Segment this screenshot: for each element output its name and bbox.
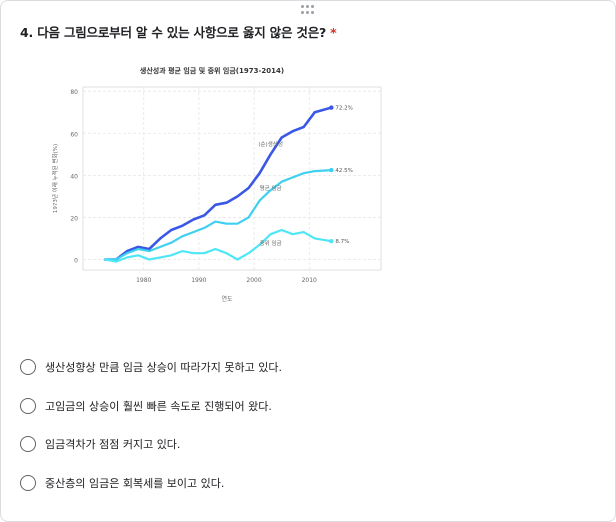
radio-button-2[interactable] [20,398,36,414]
required-asterisk: * [330,25,337,40]
x-tick-label: 1990 [191,277,206,284]
series-line-1 [103,106,333,261]
radio-button-4[interactable] [20,475,36,491]
question-text: 4. 다음 그림으로부터 알 수 있는 사항으로 옳지 않은 것은? [20,25,327,40]
x-axis-label: 연도 [221,295,233,303]
chart-figure: 0 20 40 60 80 1980 1990 2000 2010 생산성과 평균 임금 및 중위… [51,63,391,318]
radio-button-1[interactable] [20,359,36,375]
plot-frame [82,86,382,271]
option-1-label: 생산성향상 만큼 임금 상승이 따라가지 못하고 있다. [45,361,282,374]
series-end-label-3: 8.7% [335,239,349,245]
y-tick-label: 60 [70,131,78,138]
series-name-label-3: 중위 임금 [260,239,282,247]
series-end-point-1 [329,105,334,110]
series-line-2 [103,168,333,261]
series-line-3 [103,228,333,263]
option-2-label: 고임금의 상승이 훨씬 빠른 속도로 진행되어 왔다. [45,400,272,413]
x-tick-label: 1980 [136,277,151,284]
x-tick-label: 2000 [246,277,261,284]
y-axis-label: 1973년 이래 누적된 변화(%) [51,144,59,213]
series-end-label-1: 72.2% [335,106,352,112]
option-4-label: 중산층의 임금은 회복세를 보이고 있다. [45,477,225,490]
series-end-point-2 [329,167,334,173]
option-1[interactable]: 생산성향상 만큼 임금 상승이 따라가지 못하고 있다. [20,356,282,378]
option-4[interactable]: 중산층의 임금은 회복세를 보이고 있다. [20,472,224,494]
series-end-point-3 [329,238,334,244]
line-chart: 0 20 40 60 80 1980 1990 2000 2010 생산성과 평균 임금 및 중위… [51,66,382,303]
option-3[interactable]: 임금격차가 점점 커지고 있다. [20,433,180,455]
radio-button-3[interactable] [20,436,36,452]
series-name-label-2: 평균 임금 [260,184,282,192]
question-title: 4. 다음 그림으로부터 알 수 있는 사항으로 옳지 않은 것은? * [20,22,337,41]
series-name-label-1: (순)생산성 [258,140,283,148]
y-tick-label: 40 [70,173,78,180]
option-3-label: 임금격차가 점점 커지고 있다. [45,438,181,451]
y-tick-label: 80 [70,89,78,96]
series-end-label-2: 42.5% [335,168,352,174]
option-2[interactable]: 고임금의 상승이 훨씬 빠른 속도로 진행되어 왔다. [20,395,272,417]
chart-title: 생산성과 평균 임금 및 중위 임금(1973-2014) [140,66,284,75]
drag-handle-icon[interactable] [301,5,315,15]
y-tick-label: 0 [74,257,78,264]
y-tick-label: 20 [70,215,78,222]
x-tick-label: 2010 [302,277,317,284]
